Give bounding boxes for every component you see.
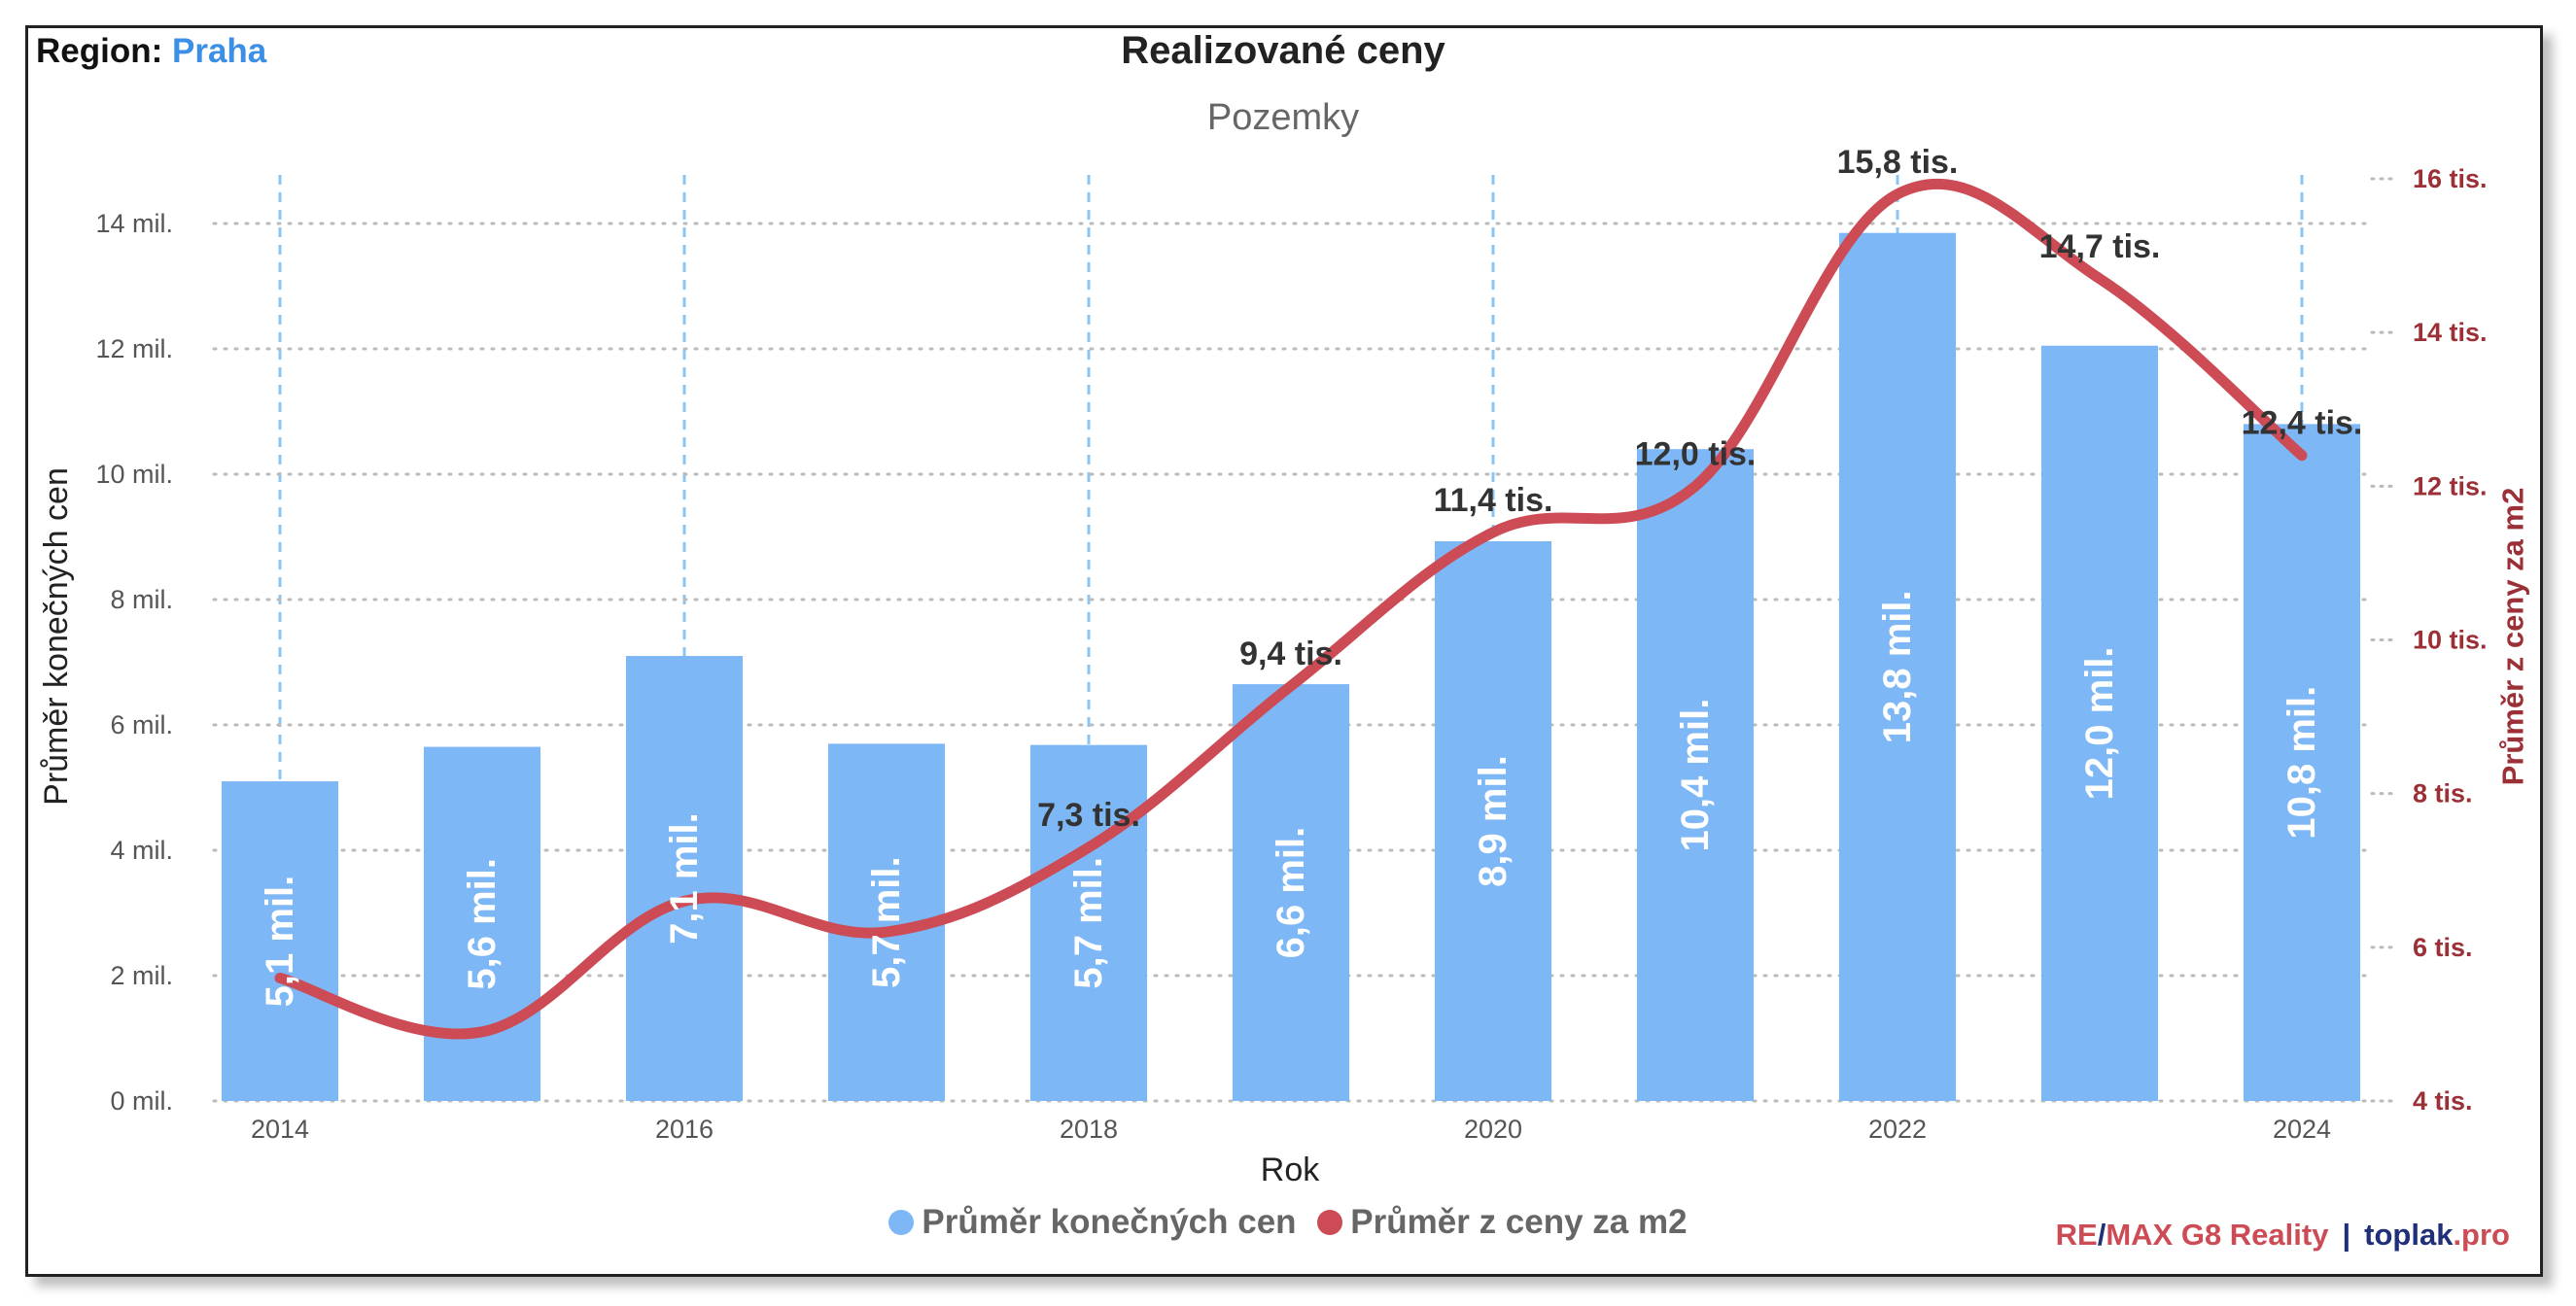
y2-tick-label: 8 tis. xyxy=(2413,779,2473,808)
x-tick-label: 2024 xyxy=(2273,1115,2331,1144)
bar xyxy=(1030,744,1147,1101)
legend-item-bars: Průměr konečných cen xyxy=(888,1203,1297,1242)
region-indicator: Region: Praha xyxy=(36,32,266,71)
x-axis-title: Rok xyxy=(1261,1151,1320,1188)
bar xyxy=(1435,541,1551,1101)
brand-remax-re: RE xyxy=(2055,1218,2098,1252)
bar xyxy=(626,656,743,1101)
y2-tick-label: 10 tis. xyxy=(2413,626,2488,655)
y2-tick-label: 16 tis. xyxy=(2413,164,2488,193)
line-series-m2-price xyxy=(274,178,2308,1040)
y-tick-label: 8 mil. xyxy=(110,585,173,614)
y-tick-label: 6 mil. xyxy=(110,710,173,739)
x-tick-label: 2018 xyxy=(1060,1115,1118,1144)
x-tick-label: 2022 xyxy=(1868,1115,1927,1144)
y-tick-label: 4 mil. xyxy=(110,836,173,865)
brand-remax-slash: / xyxy=(2097,1218,2106,1252)
brand-toplak: toplak xyxy=(2364,1218,2454,1252)
y2-axis-title: Průměr z ceny za m2 xyxy=(2496,488,2530,786)
bar xyxy=(2041,345,2158,1101)
bar-value-label: 13,8 mil. xyxy=(1876,590,1919,743)
region-label: Region: xyxy=(36,32,163,70)
bar xyxy=(1839,232,1956,1102)
y-tick-label: 2 mil. xyxy=(110,961,173,990)
line-value-label: 12,4 tis. xyxy=(2242,405,2363,442)
bar-value-label: 12,0 mil. xyxy=(2078,646,2121,800)
legend-item-line: Průměr z ceny za m2 xyxy=(1317,1203,1688,1242)
branding: RE/MAX G8 Reality | toplak.pro xyxy=(2056,1218,2510,1253)
bar-value-label: 5,1 mil. xyxy=(259,876,301,1008)
x-tick-label: 2014 xyxy=(251,1115,309,1144)
y2-tick-label: 14 tis. xyxy=(2413,318,2488,347)
line-value-label: 14,7 tis. xyxy=(2039,228,2161,265)
bar-value-label: 5,7 mil. xyxy=(865,856,908,988)
legend-bar-label: Průměr konečných cen xyxy=(922,1203,1297,1241)
legend-line-marker xyxy=(1317,1210,1343,1235)
brand-toplak-suffix: .pro xyxy=(2453,1218,2510,1252)
brand-remax-name: MAX G8 Reality xyxy=(2106,1218,2329,1252)
y-tick-label: 14 mil. xyxy=(95,209,173,238)
line-value-label: 9,4 tis. xyxy=(1239,636,1342,672)
line-value-label: 7,3 tis. xyxy=(1037,797,1140,834)
bar-value-label: 5,7 mil. xyxy=(1067,857,1110,989)
brand-separator: | xyxy=(2342,1218,2351,1252)
legend: Průměr konečných cen Průměr z ceny za m2 xyxy=(0,1203,2576,1244)
bar xyxy=(1233,684,1349,1101)
x-tick-label: 2020 xyxy=(1464,1115,1522,1144)
bar-value-label: 7,1 mil. xyxy=(663,812,706,945)
bar-value-label: 8,9 mil. xyxy=(1472,755,1514,887)
y2-tick-label: 12 tis. xyxy=(2413,471,2488,500)
bar-value-label: 6,6 mil. xyxy=(1270,827,1312,959)
bar-value-label: 10,4 mil. xyxy=(1674,699,1717,852)
legend-bar-marker xyxy=(888,1210,915,1235)
line-value-label: 15,8 tis. xyxy=(1837,144,1959,181)
bar xyxy=(424,746,540,1101)
bar xyxy=(222,781,338,1101)
chart-subtitle: Pozemky xyxy=(1207,97,1359,138)
line-value-label: 11,4 tis. xyxy=(1434,482,1553,519)
region-value: Praha xyxy=(172,32,267,70)
bar xyxy=(1637,449,1754,1101)
y2-tick-label: 4 tis. xyxy=(2413,1086,2473,1116)
bar-value-label: 10,8 mil. xyxy=(2280,686,2323,840)
chart-title: Realizované ceny xyxy=(1121,29,1445,72)
legend-line-label: Průměr z ceny za m2 xyxy=(1350,1203,1688,1241)
y2-tick-label: 6 tis. xyxy=(2413,933,2473,962)
y-tick-label: 12 mil. xyxy=(95,334,173,363)
y-tick-label: 10 mil. xyxy=(95,460,173,489)
line-value-label: 12,0 tis. xyxy=(1635,435,1757,472)
x-tick-label: 2016 xyxy=(655,1115,714,1144)
bar-value-label: 5,6 mil. xyxy=(461,858,504,990)
y-tick-label: 0 mil. xyxy=(110,1086,173,1116)
bar xyxy=(2244,424,2360,1101)
y-axis-title: Průměr konečných cen xyxy=(38,467,75,806)
